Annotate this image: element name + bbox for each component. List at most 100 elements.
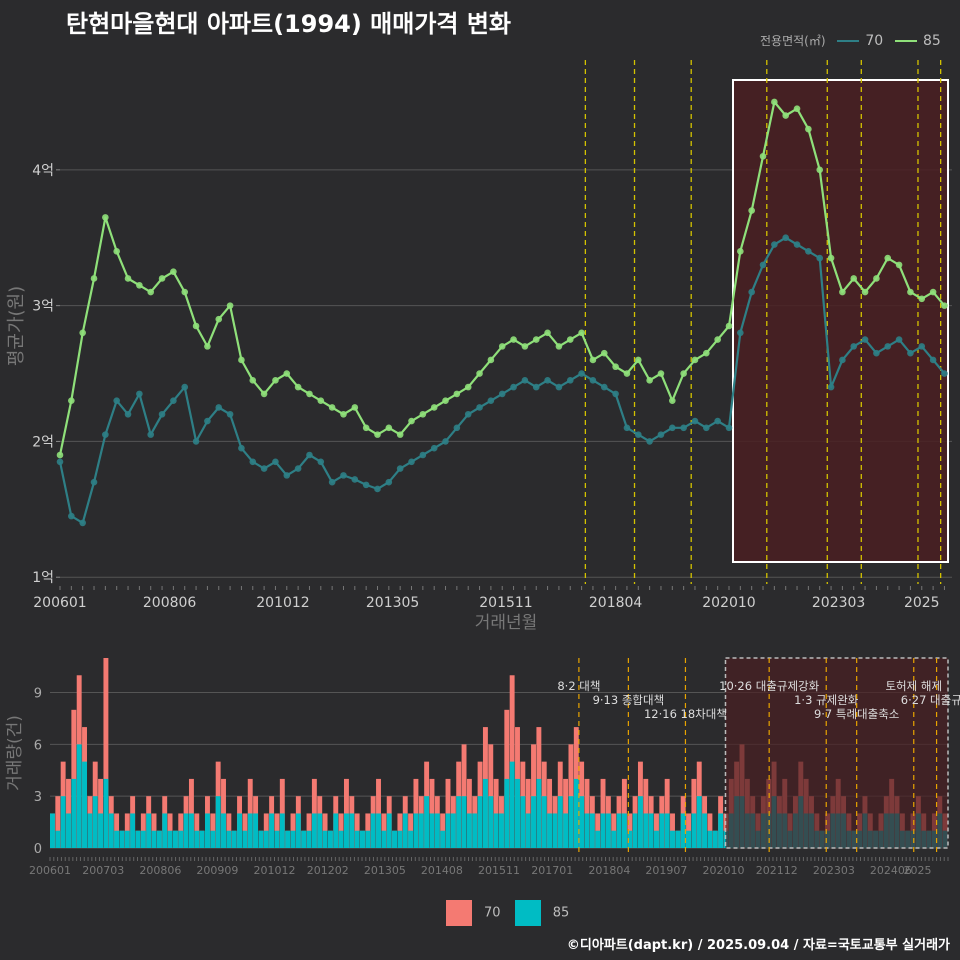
data-point-70 <box>113 397 120 404</box>
data-point-70 <box>147 431 155 438</box>
bar-85 <box>616 813 622 848</box>
bar-85 <box>579 796 585 848</box>
bar-85 <box>237 813 243 848</box>
data-point-85 <box>306 390 313 398</box>
policy-annotation: 1·3 규제완화 <box>794 693 859 707</box>
data-point-85 <box>226 302 234 309</box>
bar-70 <box>365 813 371 848</box>
data-point-70 <box>907 349 914 357</box>
data-point-70 <box>464 410 472 418</box>
data-point-70 <box>941 370 948 377</box>
bar-85 <box>151 830 157 848</box>
bar-85 <box>712 830 718 848</box>
bar-70 <box>98 778 104 848</box>
bar-70 <box>670 813 675 848</box>
x-tick-label: 202010 <box>702 595 755 611</box>
legend-title: 전용면적(㎡) <box>760 34 826 48</box>
data-point-85 <box>623 370 631 377</box>
x-tick-label: 200601 <box>33 595 86 611</box>
bar-85 <box>664 813 670 848</box>
data-point-70 <box>680 424 687 432</box>
bar-70 <box>509 675 515 848</box>
bar-x-tick-label: 201701 <box>531 864 573 877</box>
bar-85 <box>311 813 317 848</box>
policy-annotation: 9·13 종합대책 <box>593 693 665 707</box>
bar-70 <box>654 813 659 848</box>
data-point-85 <box>816 166 824 174</box>
data-point-70 <box>918 343 926 350</box>
bar-85 <box>140 830 146 848</box>
data-point-70 <box>272 458 279 466</box>
bar-70 <box>66 778 71 848</box>
bar-70 <box>547 778 553 848</box>
bar-85 <box>76 744 82 848</box>
bar-70 <box>563 778 569 848</box>
highlight-period <box>732 79 949 563</box>
bar-70 <box>376 778 381 848</box>
bar-85 <box>408 830 414 848</box>
bar-85 <box>434 813 440 848</box>
data-point-70 <box>396 465 404 472</box>
bar-85 <box>124 830 130 848</box>
bar-85 <box>205 813 210 848</box>
legend-line-70 <box>837 40 860 42</box>
data-point-70 <box>578 370 585 377</box>
bar-85 <box>707 830 713 848</box>
data-point-70 <box>839 356 846 364</box>
data-point-85 <box>929 288 937 296</box>
data-point-85 <box>340 410 347 418</box>
bar-x-tick-label: 202303 <box>813 864 855 877</box>
data-point-85 <box>873 275 880 282</box>
data-point-70 <box>226 410 234 418</box>
bar-x-tick-label: 201907 <box>645 864 687 877</box>
data-point-70 <box>498 390 506 398</box>
policy-annotation: 8·2 대책 <box>557 679 600 693</box>
data-point-70 <box>600 383 608 391</box>
bar-85 <box>675 830 681 848</box>
data-point-85 <box>56 451 64 459</box>
bar-85 <box>386 813 392 848</box>
bar-85 <box>349 813 355 848</box>
bar-70 <box>167 813 173 848</box>
bar-85 <box>317 813 323 848</box>
bar-85 <box>424 796 430 848</box>
bar-70 <box>247 778 253 848</box>
data-point-70 <box>260 465 268 472</box>
data-point-70 <box>566 377 574 384</box>
bar-85 <box>178 830 184 848</box>
data-point-70 <box>634 431 642 438</box>
data-point-70 <box>816 254 824 262</box>
data-point-85 <box>578 329 585 337</box>
data-point-85 <box>249 377 257 384</box>
data-point-85 <box>147 288 155 296</box>
data-point-85 <box>396 431 404 438</box>
data-point-85 <box>771 98 778 106</box>
bar-85 <box>183 813 189 848</box>
bar-70 <box>691 778 697 848</box>
data-point-70 <box>487 397 495 404</box>
bar-85 <box>194 830 200 848</box>
bar-70 <box>194 813 200 848</box>
bar-70 <box>408 813 414 848</box>
bar-85 <box>499 813 504 848</box>
data-point-70 <box>136 390 143 398</box>
bar-85 <box>92 796 98 848</box>
data-point-70 <box>102 431 109 438</box>
bar-x-tick-label: 2025 <box>904 864 932 877</box>
legend-swatch-85 <box>514 900 541 926</box>
data-point-70 <box>771 241 778 248</box>
bar-70 <box>188 778 194 848</box>
bar-85 <box>295 813 301 848</box>
bar-85 <box>66 813 71 848</box>
bar-70 <box>343 778 349 848</box>
bar-y-tick-label: 9 <box>34 687 42 702</box>
bar-85 <box>702 813 708 848</box>
bar-85 <box>670 830 675 848</box>
bar-85 <box>263 830 269 848</box>
data-point-70 <box>385 478 393 486</box>
bar-70 <box>124 813 130 848</box>
bar-x-tick-label: 202010 <box>703 864 745 877</box>
data-point-85 <box>272 377 279 384</box>
data-point-85 <box>850 275 858 282</box>
